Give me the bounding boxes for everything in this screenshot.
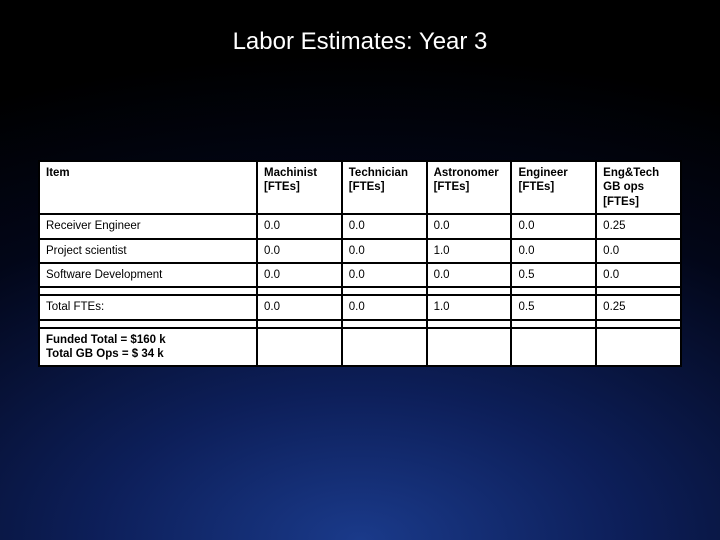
cell-value: 0.0: [427, 263, 512, 287]
cell-total-value: 0.0: [342, 295, 427, 319]
cell-item: Software Development: [39, 263, 257, 287]
footer-line: Funded Total = $160 k: [46, 333, 250, 347]
cell-value: 0.0: [511, 214, 596, 238]
cell-value: 1.0: [427, 239, 512, 263]
cell-item: Receiver Engineer: [39, 214, 257, 238]
cell-value: 0.0: [342, 214, 427, 238]
col-header-engtech: Eng&Tech GB ops [FTEs]: [596, 161, 681, 214]
cell-value: 0.5: [511, 263, 596, 287]
cell-value: 0.25: [596, 214, 681, 238]
cell-value: 0.0: [596, 239, 681, 263]
cell-value: 0.0: [257, 214, 342, 238]
table-row: Software Development 0.0 0.0 0.0 0.5 0.0: [39, 263, 681, 287]
col-header-item: Item: [39, 161, 257, 214]
cell-total-value: 0.5: [511, 295, 596, 319]
cell-footer: Funded Total = $160 k Total GB Ops = $ 3…: [39, 328, 257, 367]
cell-value: 0.0: [257, 263, 342, 287]
labor-table-container: Item Machinist [FTEs] Technician [FTEs] …: [38, 160, 682, 367]
table-row: Receiver Engineer 0.0 0.0 0.0 0.0 0.25: [39, 214, 681, 238]
slide-title: Labor Estimates: Year 3: [0, 0, 720, 56]
cell-value: 0.0: [342, 239, 427, 263]
col-header-technician: Technician [FTEs]: [342, 161, 427, 214]
table-spacer-row: [39, 320, 681, 328]
table-totals-row: Total FTEs: 0.0 0.0 1.0 0.5 0.25: [39, 295, 681, 319]
cell-value: 0.0: [427, 214, 512, 238]
labor-table: Item Machinist [FTEs] Technician [FTEs] …: [38, 160, 682, 367]
col-header-machinist: Machinist [FTEs]: [257, 161, 342, 214]
cell-value: 0.0: [342, 263, 427, 287]
cell-total-value: 1.0: [427, 295, 512, 319]
table-header-row: Item Machinist [FTEs] Technician [FTEs] …: [39, 161, 681, 214]
cell-total-label: Total FTEs:: [39, 295, 257, 319]
cell-value: 0.0: [596, 263, 681, 287]
col-header-engineer: Engineer [FTEs]: [511, 161, 596, 214]
cell-value: 0.0: [257, 239, 342, 263]
footer-line: Total GB Ops = $ 34 k: [46, 347, 250, 361]
slide: Labor Estimates: Year 3 Item Machinist […: [0, 0, 720, 540]
table-spacer-row: [39, 287, 681, 295]
table-row: Project scientist 0.0 0.0 1.0 0.0 0.0: [39, 239, 681, 263]
table-footer-row: Funded Total = $160 k Total GB Ops = $ 3…: [39, 328, 681, 367]
cell-item: Project scientist: [39, 239, 257, 263]
cell-value: 0.0: [511, 239, 596, 263]
cell-total-value: 0.0: [257, 295, 342, 319]
col-header-astronomer: Astronomer [FTEs]: [427, 161, 512, 214]
cell-total-value: 0.25: [596, 295, 681, 319]
